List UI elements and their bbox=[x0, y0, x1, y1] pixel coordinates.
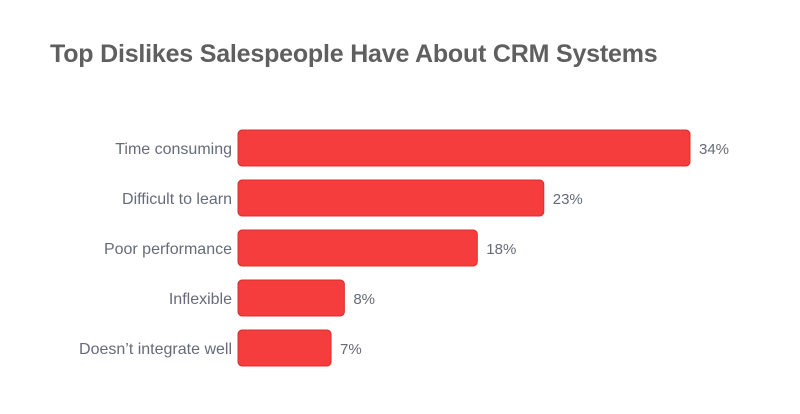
value-label-difficult-to-learn: 23% bbox=[553, 191, 583, 208]
category-label-doesn-t-integrate-well: Doesn’t integrate well bbox=[79, 341, 232, 358]
bar-difficult-to-learn bbox=[237, 179, 545, 217]
bar-inflexible bbox=[237, 279, 345, 317]
bar-poor-performance bbox=[237, 229, 478, 267]
category-label-poor-performance: Poor performance bbox=[104, 241, 232, 258]
value-label-inflexible: 8% bbox=[353, 291, 375, 308]
category-label-inflexible: Inflexible bbox=[169, 291, 232, 308]
category-label-time-consuming: Time consuming bbox=[115, 141, 232, 158]
bar-time-consuming bbox=[237, 129, 691, 167]
chart-title: Top Dislikes Salespeople Have About CRM … bbox=[50, 40, 658, 68]
value-label-poor-performance: 18% bbox=[486, 241, 516, 258]
value-label-time-consuming: 34% bbox=[699, 141, 729, 158]
category-label-difficult-to-learn: Difficult to learn bbox=[122, 191, 232, 208]
bars-group: Time consuming 34% Difficult to learn 23% Po… bbox=[79, 129, 729, 367]
bar-doesn-t-integrate-well bbox=[237, 329, 332, 367]
value-label-doesn-t-integrate-well: 7% bbox=[340, 341, 362, 358]
